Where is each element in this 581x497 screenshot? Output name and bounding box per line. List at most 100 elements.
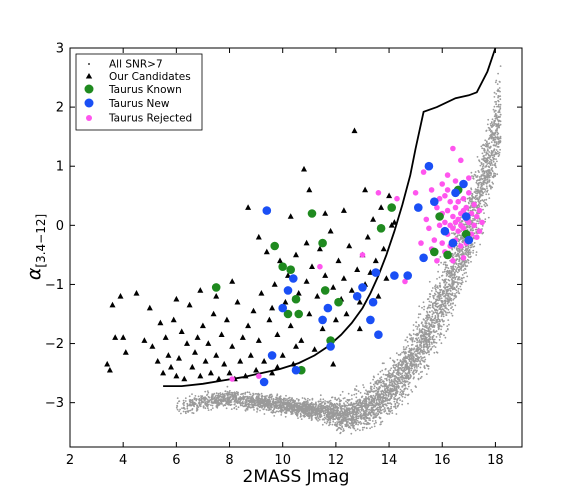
background-point bbox=[390, 388, 393, 391]
background-point bbox=[452, 267, 455, 270]
background-point bbox=[455, 275, 458, 278]
background-point bbox=[439, 293, 442, 296]
background-point bbox=[424, 332, 426, 335]
background-point bbox=[481, 225, 484, 227]
background-point bbox=[396, 390, 399, 393]
background-point bbox=[311, 405, 314, 407]
background-point bbox=[485, 164, 488, 167]
background-point bbox=[470, 171, 473, 174]
background-point bbox=[267, 404, 270, 407]
background-point bbox=[431, 304, 434, 306]
background-point bbox=[379, 379, 382, 381]
background-point bbox=[363, 414, 366, 417]
background-point bbox=[399, 391, 402, 394]
background-point bbox=[448, 269, 451, 272]
background-point bbox=[361, 400, 364, 403]
background-point bbox=[403, 374, 406, 377]
background-point bbox=[418, 325, 420, 327]
background-point bbox=[475, 251, 478, 254]
background-point bbox=[401, 395, 404, 398]
background-point bbox=[484, 175, 487, 178]
background-point bbox=[319, 407, 322, 409]
background-point bbox=[413, 376, 415, 379]
background-point bbox=[256, 407, 259, 410]
background-point bbox=[326, 421, 329, 423]
background-point bbox=[380, 412, 383, 414]
background-point bbox=[457, 252, 460, 255]
background-point bbox=[378, 411, 381, 414]
background-point bbox=[410, 358, 413, 360]
background-point bbox=[432, 311, 435, 314]
background-point bbox=[483, 147, 485, 150]
background-point bbox=[401, 382, 404, 385]
background-point bbox=[382, 399, 384, 402]
background-point bbox=[229, 397, 232, 399]
background-point bbox=[472, 249, 475, 252]
background-point bbox=[403, 377, 405, 380]
background-point bbox=[402, 346, 405, 348]
background-point bbox=[401, 380, 404, 382]
background-point bbox=[248, 391, 251, 394]
background-point bbox=[344, 425, 347, 427]
background-point bbox=[471, 194, 473, 197]
background-point bbox=[429, 295, 431, 298]
background-point bbox=[451, 288, 454, 291]
background-point bbox=[428, 326, 431, 329]
background-point bbox=[278, 398, 281, 400]
background-point bbox=[216, 406, 219, 409]
background-point bbox=[321, 409, 324, 412]
background-point bbox=[438, 312, 441, 315]
background-point bbox=[379, 409, 382, 412]
background-point bbox=[347, 415, 349, 418]
background-point bbox=[364, 392, 366, 395]
background-point bbox=[391, 409, 393, 412]
background-point bbox=[381, 420, 384, 423]
background-point bbox=[494, 131, 497, 134]
background-point bbox=[467, 201, 470, 204]
background-point bbox=[467, 256, 470, 258]
background-point bbox=[350, 416, 353, 418]
background-point bbox=[359, 429, 361, 432]
background-point bbox=[314, 408, 316, 411]
background-point bbox=[410, 337, 413, 339]
background-point bbox=[454, 293, 456, 295]
background-point bbox=[407, 344, 410, 347]
background-point bbox=[400, 393, 403, 395]
background-point bbox=[377, 404, 380, 406]
background-point bbox=[442, 263, 445, 266]
background-point bbox=[496, 131, 499, 134]
background-point bbox=[379, 381, 382, 384]
background-point bbox=[336, 421, 338, 423]
background-point bbox=[421, 370, 423, 373]
background-point bbox=[226, 391, 229, 393]
background-point bbox=[477, 200, 480, 203]
background-point bbox=[423, 366, 426, 368]
background-point bbox=[302, 401, 305, 404]
background-point bbox=[382, 394, 385, 397]
background-point bbox=[436, 311, 438, 314]
background-point bbox=[497, 122, 500, 125]
background-point bbox=[461, 237, 464, 240]
background-point bbox=[200, 396, 203, 399]
background-point bbox=[396, 358, 399, 361]
background-point bbox=[451, 283, 453, 285]
background-point bbox=[348, 425, 351, 428]
background-point bbox=[413, 366, 416, 369]
background-point bbox=[269, 396, 271, 399]
background-point bbox=[488, 154, 490, 157]
background-point bbox=[211, 398, 213, 401]
background-point bbox=[392, 359, 394, 362]
background-point bbox=[281, 401, 284, 404]
background-point bbox=[455, 295, 458, 298]
background-point bbox=[300, 418, 303, 420]
background-point bbox=[224, 390, 227, 393]
background-point bbox=[362, 410, 365, 413]
background-point bbox=[496, 83, 499, 85]
background-point bbox=[496, 125, 499, 127]
background-point bbox=[388, 378, 391, 381]
background-point bbox=[346, 401, 349, 404]
background-point bbox=[376, 383, 379, 385]
background-point bbox=[329, 406, 331, 408]
background-point bbox=[478, 159, 480, 162]
background-point bbox=[457, 290, 460, 292]
